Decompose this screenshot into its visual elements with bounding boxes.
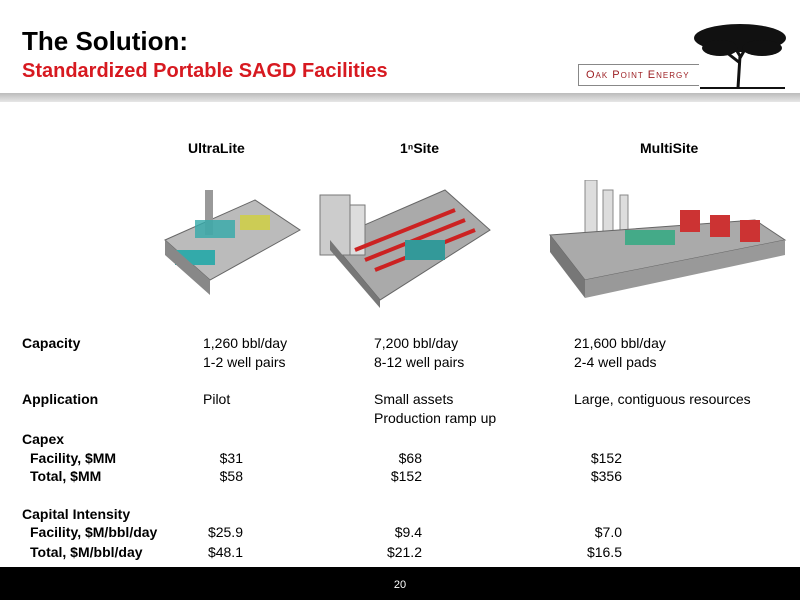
cell: 7,200 bbl/day <box>374 335 459 351</box>
row-label: Facility, $MM <box>30 450 117 466</box>
row-label: Total, $M/bbl/day <box>30 544 143 560</box>
row-label: Capacity <box>22 335 81 351</box>
product-name: 1ⁿSite <box>400 140 440 156</box>
cell: $152 <box>590 450 622 466</box>
ultralite-image <box>164 190 301 295</box>
logo-tree <box>694 24 786 89</box>
cell: 2-4 well pads <box>574 354 657 370</box>
cell: Production ramp up <box>374 410 497 426</box>
cell: 1-2 well pairs <box>203 354 286 370</box>
row-label: Total, $MM <box>30 468 102 484</box>
row-label: Application <box>22 391 99 407</box>
cell: $21.2 <box>386 544 422 560</box>
row-label: Facility, $M/bbl/day <box>30 524 158 540</box>
multisite-image <box>549 180 787 298</box>
cell: $31 <box>219 450 243 466</box>
1nsite-image <box>319 189 491 308</box>
row-label: Capex <box>22 431 65 447</box>
cell: Small assets <box>374 391 454 407</box>
subtitle: Standardized Portable SAGD Facilities <box>22 60 388 82</box>
cell: Large, contiguous resources <box>574 391 751 407</box>
footer-bar <box>0 567 800 600</box>
facility-images <box>164 180 787 308</box>
cell: $48.1 <box>207 544 243 560</box>
product-name: MultiSite <box>640 140 699 156</box>
cell: 1,260 bbl/day <box>203 335 288 351</box>
title: The Solution: <box>22 26 189 56</box>
cell: 21,600 bbl/day <box>574 335 666 351</box>
cell: 8-12 well pairs <box>374 354 465 370</box>
cell: $356 <box>590 468 622 484</box>
cell: $152 <box>390 468 422 484</box>
cell: $7.0 <box>594 524 622 540</box>
cell: $16.5 <box>586 544 622 560</box>
cell: Pilot <box>203 391 231 407</box>
page-number: 20 <box>393 579 407 591</box>
cell: $25.9 <box>207 524 243 540</box>
row-label: Capital Intensity <box>22 506 131 522</box>
header-bar <box>0 93 800 102</box>
product-name: UltraLite <box>188 140 245 156</box>
cell: $68 <box>398 450 422 466</box>
cell: $9.4 <box>394 524 422 540</box>
logo-box <box>578 64 699 86</box>
cell: $58 <box>219 468 243 484</box>
logo-text: Oak Point Energy <box>586 69 690 81</box>
